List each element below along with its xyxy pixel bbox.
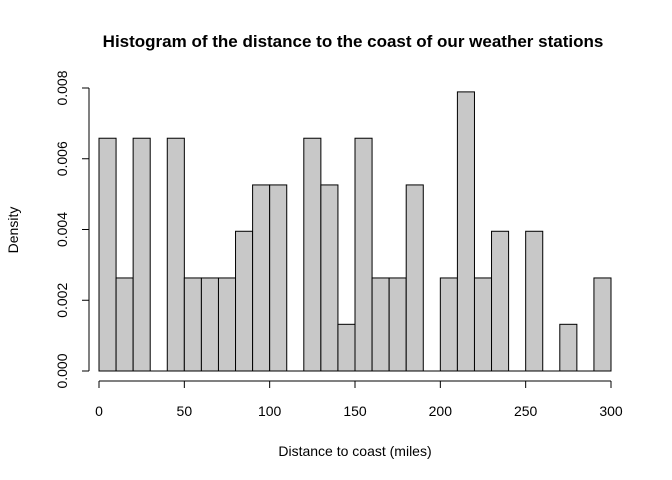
x-tick-label: 50 [177, 403, 193, 419]
histogram-bar [371, 277, 390, 372]
histogram-bar [491, 230, 510, 372]
histogram-bar [98, 137, 117, 372]
histogram-bar [337, 323, 356, 372]
x-tick-label: 100 [258, 403, 282, 419]
histogram-bar [388, 277, 407, 372]
histogram-bar [303, 137, 322, 372]
y-axis-label: Density [5, 207, 21, 254]
histogram-bar [354, 137, 373, 372]
x-axis: 0 50 100 150 200 250 300 [95, 380, 623, 419]
histogram-bar [235, 230, 254, 372]
y-axis: 0.000 0.002 0.004 0.006 0.008 [54, 70, 90, 389]
y-tick-label: 0.006 [54, 141, 70, 176]
histogram-bars [98, 91, 612, 372]
x-tick-label: 0 [95, 403, 103, 419]
histogram-bar [439, 277, 458, 372]
histogram-bar [200, 277, 219, 372]
histogram-bar [456, 91, 475, 372]
histogram-bar [593, 277, 612, 372]
histogram-bar [132, 137, 151, 372]
histogram-bar [183, 277, 202, 372]
x-tick-label: 300 [599, 403, 623, 419]
x-axis-label: Distance to coast (miles) [278, 443, 431, 459]
histogram-bar [559, 323, 578, 372]
chart-title: Histogram of the distance to the coast o… [103, 32, 604, 51]
x-tick-label: 200 [429, 403, 453, 419]
x-tick-label: 150 [343, 403, 367, 419]
histogram-bar [473, 277, 493, 372]
histogram-bar [166, 137, 185, 372]
histogram-bar [320, 184, 339, 372]
histogram-bar [405, 184, 424, 372]
histogram-bar [217, 277, 237, 372]
histogram-bar [252, 184, 271, 372]
x-tick-label: 250 [514, 403, 538, 419]
y-tick-label: 0.004 [54, 212, 70, 247]
histogram-bar [525, 230, 544, 372]
y-tick-label: 0.008 [54, 70, 70, 105]
y-tick-label: 0.002 [54, 283, 70, 318]
histogram-bar [115, 277, 134, 372]
y-tick-label: 0.000 [54, 353, 70, 388]
histogram-bar [269, 184, 288, 372]
